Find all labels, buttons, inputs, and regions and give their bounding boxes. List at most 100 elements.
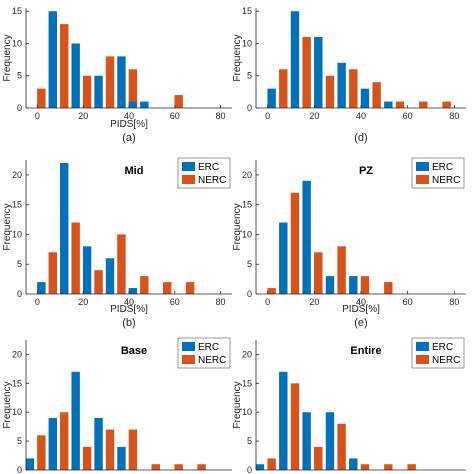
bar-nerc-4 [128,429,138,470]
bar-nerc-4 [128,69,138,108]
bar-nerc-5 [151,464,160,470]
x-tick-label: 80 [216,297,226,307]
y-tick-label: 0 [17,289,22,299]
bar-nerc-1 [60,412,69,470]
y-tick-label: 5 [247,71,252,81]
bar-nerc-0 [37,88,46,108]
y-tick-label: 0 [247,103,252,113]
x-tick-label: 80 [216,111,226,121]
x-tick-label: 0 [265,111,270,121]
bar-nerc-3 [337,423,346,470]
bar-nerc-6 [407,464,416,470]
y-axis-label: Frequency [232,203,243,250]
y-tick-label: 20 [242,349,252,359]
panel-label: (e) [354,317,367,329]
legend-swatch-erc [182,342,195,351]
bar-nerc-1 [302,37,311,108]
bar-erc-2 [71,371,80,470]
bar-erc-3 [105,258,115,294]
y-axis-label: Frequency [2,381,13,428]
panel-label: (b) [122,317,135,329]
chart-title: Entire [350,345,381,357]
legend-label-erc: ERC [198,342,219,353]
y-tick-label: 20 [12,349,22,359]
chart-title: Base [121,345,147,357]
bar-erc-0 [25,458,35,470]
y-tick-label: 15 [12,378,22,388]
chart-panel-4: 0 5 10 15 20 Frequency Base ERC NERC [2,337,232,474]
bar-erc-3 [94,418,103,470]
bar-nerc-6 [185,282,195,294]
bar-erc-1 [71,43,80,108]
bar-erc-2 [82,246,92,294]
legend-label-nerc: NERC [198,175,226,186]
bar-nerc-1 [71,222,80,294]
y-tick-label: 0 [17,103,22,113]
bar-nerc-3 [105,429,115,470]
chart-panel-2: 0 5 10 15 20 0 20 40 60 80 Frequency PIDS[%] (b) Mid E… [2,157,232,329]
panel-label: (a) [122,132,135,144]
y-tick-label: 0 [247,465,252,474]
bar-erc-0 [255,464,265,470]
y-tick-label: 10 [12,38,22,48]
y-tick-label: 0 [17,465,22,474]
bar-nerc-3 [337,246,346,294]
bar-erc-4 [349,458,358,470]
bar-nerc-1 [290,383,300,470]
legend-label-erc: ERC [432,342,453,353]
x-tick-label: 40 [356,297,366,307]
x-axis-label: PIDS[%] [342,304,380,315]
y-tick-label: 15 [242,378,252,388]
bar-nerc-4 [360,276,370,294]
x-tick-label: 80 [449,111,459,121]
bar-nerc-6 [174,464,183,470]
bar-nerc-2 [314,252,323,294]
x-tick-label: 0 [265,297,270,307]
x-tick-label: 60 [170,111,180,121]
bar-nerc-1 [290,192,300,294]
x-tick-label: 40 [124,297,134,307]
y-tick-label: 5 [247,259,252,269]
bar-nerc-3 [105,56,115,108]
y-tick-label: 15 [12,6,22,16]
chart-title: PZ [359,165,373,177]
bar-nerc-2 [325,75,335,108]
y-tick-label: 15 [242,200,252,210]
bar-erc-4 [360,88,370,108]
y-axis-label: Frequency [232,381,243,428]
legend-swatch-nerc [416,175,429,184]
bar-erc-0 [279,222,288,294]
bar-erc-1 [48,418,57,470]
y-tick-label: 5 [247,436,252,446]
x-tick-label: 60 [403,111,413,121]
legend-label-nerc: NERC [198,355,226,366]
bar-nerc-2 [82,75,92,108]
bar-nerc-0 [267,458,276,470]
panel-label: (d) [354,132,367,144]
bar-erc-2 [325,276,335,294]
bar-nerc-4 [372,82,381,108]
bar-erc-2 [94,75,103,108]
bar-nerc-0 [37,435,46,470]
y-axis-label: Frequency [2,34,13,81]
y-tick-label: 15 [12,200,22,210]
bar-nerc-5 [163,282,172,294]
bar-nerc-5 [384,464,393,470]
y-tick-label: 10 [242,229,252,239]
chart-panel-3: 0 5 10 15 20 0 20 40 60 80 Frequency PIDS[%] (e) PZ ER… [232,157,466,329]
x-tick-label: 40 [356,111,366,121]
x-tick-label: 60 [403,297,413,307]
bar-erc-0 [128,101,138,108]
x-tick-label: 80 [449,297,459,307]
x-tick-label: 20 [309,297,319,307]
y-tick-label: 10 [12,229,22,239]
x-tick-label: 20 [78,297,88,307]
y-tick-label: 10 [12,407,22,417]
bar-nerc-2 [94,270,103,294]
x-tick-label: 20 [78,111,88,121]
bar-erc-5 [384,101,393,108]
chart-title: Mid [125,165,144,177]
bar-erc-4 [117,446,126,470]
bar-erc-2 [314,37,323,108]
